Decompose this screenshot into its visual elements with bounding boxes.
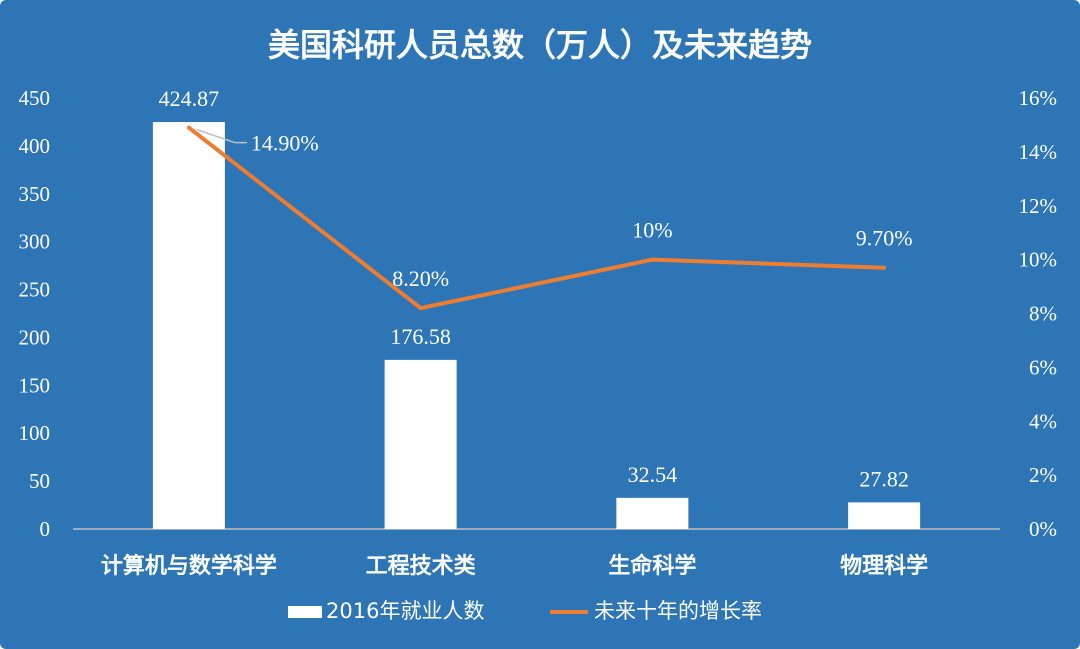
y-right-tick-label: 2%	[1029, 463, 1057, 487]
x-category-label: 计算机与数学科学	[101, 553, 277, 579]
data-labels: 424.87 176.58 32.54 27.82 14.90% 8.20% 10% 9.70…	[159, 86, 913, 491]
x-category-label: 工程技术类	[366, 554, 477, 579]
legend: 2016年就业人数 未来十年的增长率	[288, 599, 762, 623]
y-right-tick-label: 8%	[1029, 302, 1057, 326]
y-right-tick-label: 16%	[1019, 86, 1058, 110]
bar	[152, 122, 225, 529]
y-left-tick-label: 0	[40, 517, 51, 541]
y-left-tick-label: 400	[19, 134, 51, 158]
legend-swatch-bar	[288, 606, 322, 618]
bar	[384, 359, 457, 529]
y-left-tick-label: 250	[19, 278, 51, 302]
legend-label: 2016年就业人数	[326, 599, 484, 623]
line-data-label: 14.90%	[251, 131, 319, 156]
y-right-tick-label: 0%	[1029, 517, 1057, 541]
bar	[848, 502, 921, 529]
bar	[616, 497, 689, 529]
y-left-tick-label: 100	[19, 421, 51, 445]
y-left-tick-label: 350	[19, 182, 51, 206]
y-right-tick-label: 10%	[1019, 248, 1058, 272]
line-series	[186, 125, 887, 311]
bar-data-label: 424.87	[159, 86, 220, 111]
y-right-tick-label: 4%	[1029, 409, 1057, 433]
bar-data-label: 27.82	[859, 466, 909, 491]
y-right-tick-label: 6%	[1029, 355, 1057, 379]
y-left-tick-label: 450	[19, 86, 51, 110]
leader-line	[196, 128, 247, 144]
bar-data-label: 176.58	[390, 324, 451, 349]
x-category-label: 生命科学	[608, 553, 696, 579]
y-right-tick-label: 14%	[1019, 140, 1058, 164]
y-left-tick-label: 50	[29, 469, 50, 493]
bar-series	[152, 122, 921, 529]
line-data-label: 9.70%	[856, 226, 913, 251]
line-data-label: 10%	[632, 218, 672, 243]
x-category-label: 物理科学	[840, 553, 928, 579]
y-left-tick-label: 200	[19, 325, 51, 349]
axes: 0 50 100 150 200 250 300 350 400 450 0% 2% 4% 6% 8% 10%…	[19, 86, 1058, 579]
line-data-label: 8.20%	[392, 266, 449, 291]
bar-data-label: 32.54	[628, 462, 678, 487]
y-left-tick-label: 300	[19, 230, 51, 254]
chart-title: 美国科研人员总数（万人）及未来趋势	[268, 26, 812, 64]
legend-label: 未来十年的增长率	[594, 599, 762, 623]
growth-rate-line	[186, 125, 887, 311]
y-left-tick-label: 150	[19, 373, 51, 397]
y-right-tick-label: 12%	[1019, 194, 1058, 218]
